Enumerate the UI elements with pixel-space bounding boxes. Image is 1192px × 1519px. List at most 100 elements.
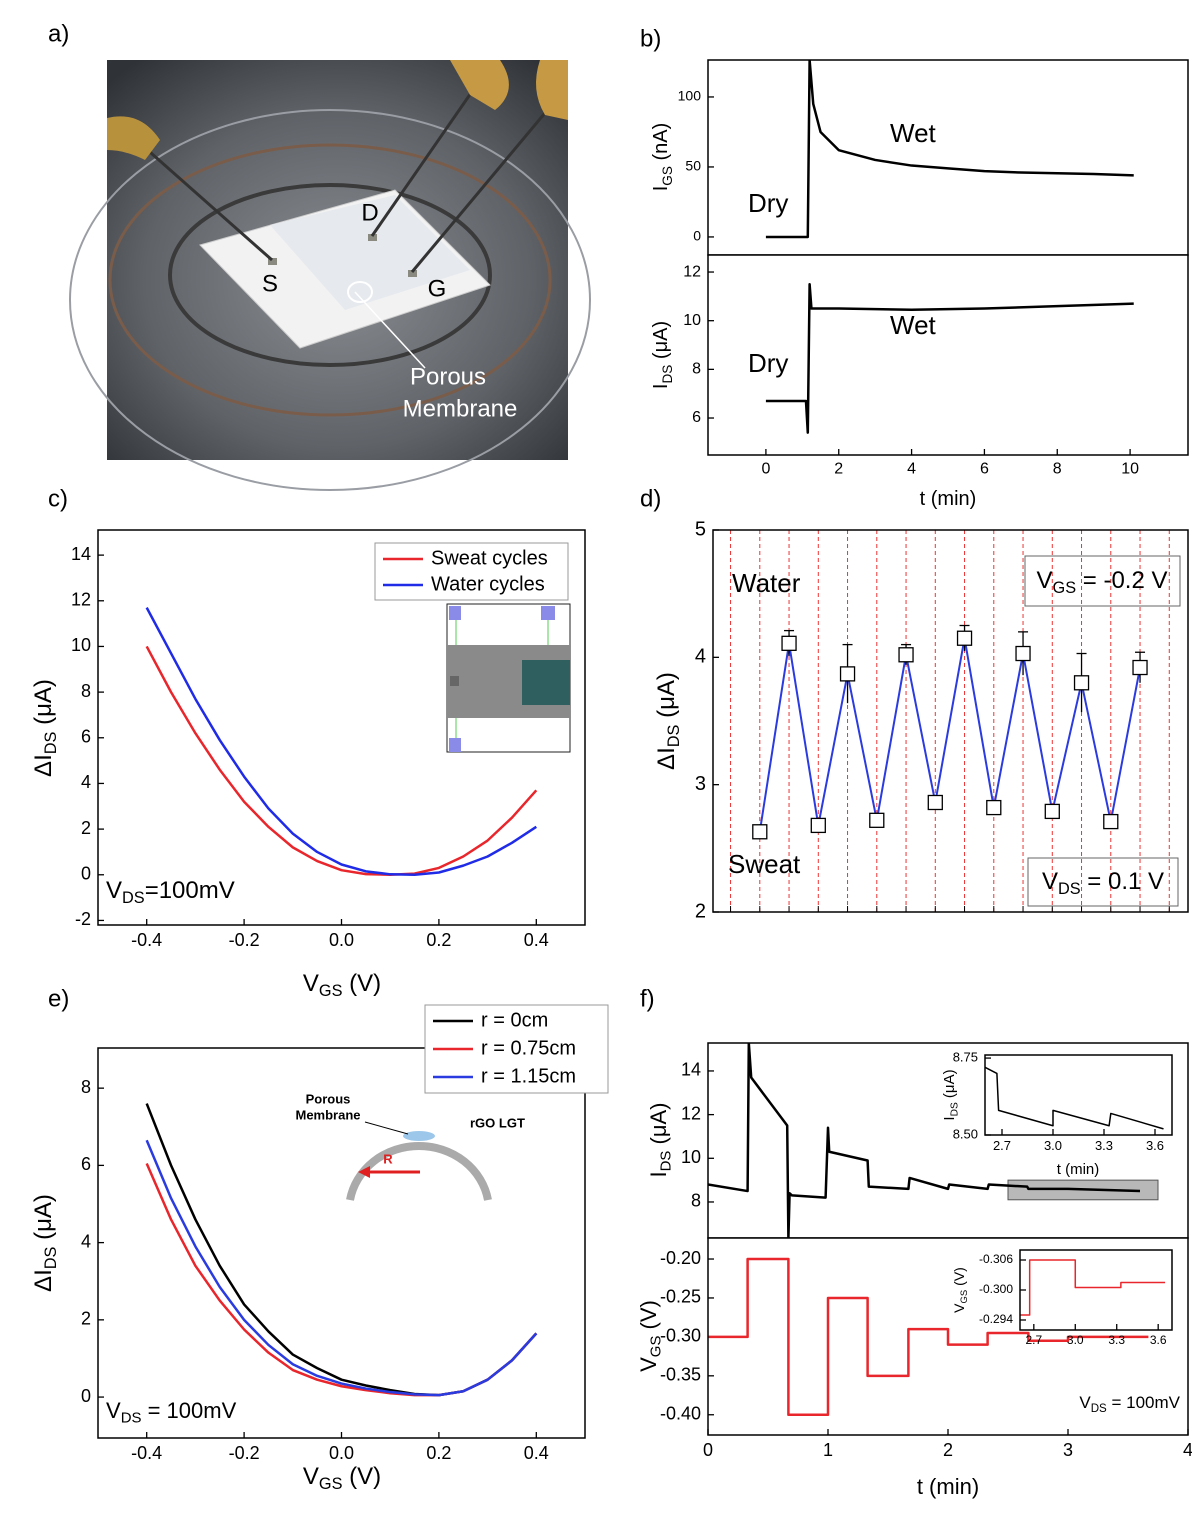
contact bbox=[541, 606, 555, 620]
annotation: VDS=100mV bbox=[106, 877, 235, 907]
x-tick-label: 0.0 bbox=[329, 930, 354, 950]
y-tick-label: -0.294 bbox=[979, 1312, 1013, 1326]
marker bbox=[1044, 803, 1060, 820]
series-line bbox=[765, 282, 1134, 434]
x-tick-label: 0.2 bbox=[426, 930, 451, 950]
marker bbox=[781, 635, 797, 651]
label-part: t (min) bbox=[920, 488, 977, 510]
marker bbox=[1103, 813, 1119, 830]
label-part: I bbox=[646, 1171, 671, 1177]
x-tick-label: 4 bbox=[1183, 1440, 1192, 1460]
x-tick-label: 3.6 bbox=[1146, 1138, 1164, 1153]
label-part: V bbox=[106, 877, 122, 904]
plot-area bbox=[1020, 1250, 1172, 1330]
x-axis-label: VGS (V) bbox=[303, 970, 381, 1000]
y-tick-label: 8.50 bbox=[953, 1126, 978, 1141]
label-part: t (min) bbox=[917, 1474, 979, 1499]
plot-frame bbox=[984, 1054, 1173, 1136]
y-tick-label: 6 bbox=[692, 409, 701, 426]
x-tick-label: 8 bbox=[1053, 461, 1062, 478]
panel-label: c) bbox=[48, 485, 68, 512]
inset-label: Membrane bbox=[295, 1107, 360, 1122]
y-tick-label: -0.35 bbox=[660, 1365, 701, 1385]
label-part: V bbox=[1037, 567, 1053, 594]
arrow-head bbox=[358, 1166, 370, 1178]
label-part: t (min) bbox=[1057, 1161, 1100, 1178]
label-part: DS bbox=[658, 1151, 675, 1172]
x-tick-label: 3.3 bbox=[1095, 1138, 1113, 1153]
label-part: V bbox=[636, 1357, 661, 1372]
marker bbox=[752, 824, 768, 840]
y-tick-label: 0 bbox=[693, 228, 701, 244]
y-axis-label: IDS (μA) bbox=[646, 1102, 675, 1177]
label-part: V bbox=[303, 970, 319, 997]
y-tick-label: 100 bbox=[678, 88, 702, 104]
label-part: DS bbox=[122, 890, 145, 908]
y-tick-label: 4 bbox=[81, 772, 91, 792]
label-part: DS bbox=[43, 731, 61, 754]
plot-frame bbox=[707, 254, 1189, 456]
label-part: (V) bbox=[951, 1267, 967, 1290]
photo: S D G Porous Membrane bbox=[69, 60, 591, 491]
legend-box bbox=[374, 542, 569, 601]
x-tick-label: 2.7 bbox=[1025, 1333, 1042, 1347]
label-part: GS bbox=[1053, 580, 1077, 598]
y-tick-label: 8 bbox=[81, 1077, 91, 1097]
label-part: (μA) bbox=[30, 1194, 57, 1247]
probe-holder bbox=[107, 116, 160, 160]
label-part: Dry bbox=[748, 348, 788, 378]
y-axis-label: ΔIDS (μA) bbox=[30, 679, 60, 777]
annotation-box bbox=[1024, 555, 1181, 607]
ring bbox=[168, 183, 492, 367]
ring bbox=[108, 143, 552, 417]
x-tick-label: 2 bbox=[943, 1440, 953, 1460]
x-tick-label: 0 bbox=[761, 461, 770, 478]
x-tick-label: 4 bbox=[907, 461, 916, 478]
gate-area bbox=[522, 660, 570, 705]
y-tick-label: 6 bbox=[81, 1154, 91, 1174]
series-line bbox=[765, 60, 1134, 239]
y-tick-label: 8 bbox=[691, 1191, 701, 1211]
probe bbox=[410, 94, 562, 273]
marker bbox=[869, 812, 885, 828]
contact bbox=[449, 606, 461, 620]
label-part: = 100mV bbox=[1107, 1393, 1181, 1412]
label-part: DS bbox=[666, 724, 684, 747]
annotation-box bbox=[1027, 857, 1179, 907]
y-tick-label: 3 bbox=[695, 773, 706, 795]
photo-caption: Membrane bbox=[403, 395, 518, 422]
x-axis-label: t (min) bbox=[917, 1474, 979, 1499]
annotation: VDS = 100mV bbox=[106, 1398, 237, 1427]
label-part: DS bbox=[43, 1246, 61, 1269]
label-part: DS bbox=[949, 1102, 960, 1116]
y-tick-label: 4 bbox=[81, 1231, 91, 1251]
label-part: GS bbox=[319, 1476, 343, 1494]
y-axis-label: IGS (nA) bbox=[650, 123, 674, 192]
label-part: Water bbox=[732, 568, 801, 598]
y-tick-label: 2 bbox=[81, 1309, 91, 1329]
x-axis-label: t (min) bbox=[920, 488, 977, 510]
panel-label: e) bbox=[48, 985, 69, 1012]
pad bbox=[368, 234, 377, 241]
marker bbox=[927, 794, 943, 811]
contact bbox=[450, 676, 459, 686]
plot-frame bbox=[707, 1237, 1189, 1436]
label-part: V bbox=[303, 1463, 319, 1490]
label-part: =100mV bbox=[145, 877, 235, 904]
x-tick-label: -0.2 bbox=[229, 1443, 260, 1463]
y-tick-label: -2 bbox=[75, 909, 91, 929]
x-tick-label: 3.6 bbox=[1150, 1333, 1167, 1347]
x-tick-label: 1 bbox=[823, 1440, 833, 1460]
series-line bbox=[145, 1139, 538, 1397]
label-part: GS bbox=[959, 1290, 970, 1304]
y-tick-label: -0.20 bbox=[660, 1248, 701, 1268]
label-part: (V) bbox=[342, 1463, 381, 1490]
label-part: V bbox=[1042, 868, 1058, 895]
y-tick-label: 4 bbox=[695, 646, 706, 668]
label-part: = 100mV bbox=[141, 1398, 236, 1423]
plot-area bbox=[708, 60, 1188, 255]
y-tick-label: 14 bbox=[71, 544, 91, 564]
x-tick-label: 0.2 bbox=[426, 1443, 451, 1463]
x-tick-label: 0.4 bbox=[524, 930, 549, 950]
